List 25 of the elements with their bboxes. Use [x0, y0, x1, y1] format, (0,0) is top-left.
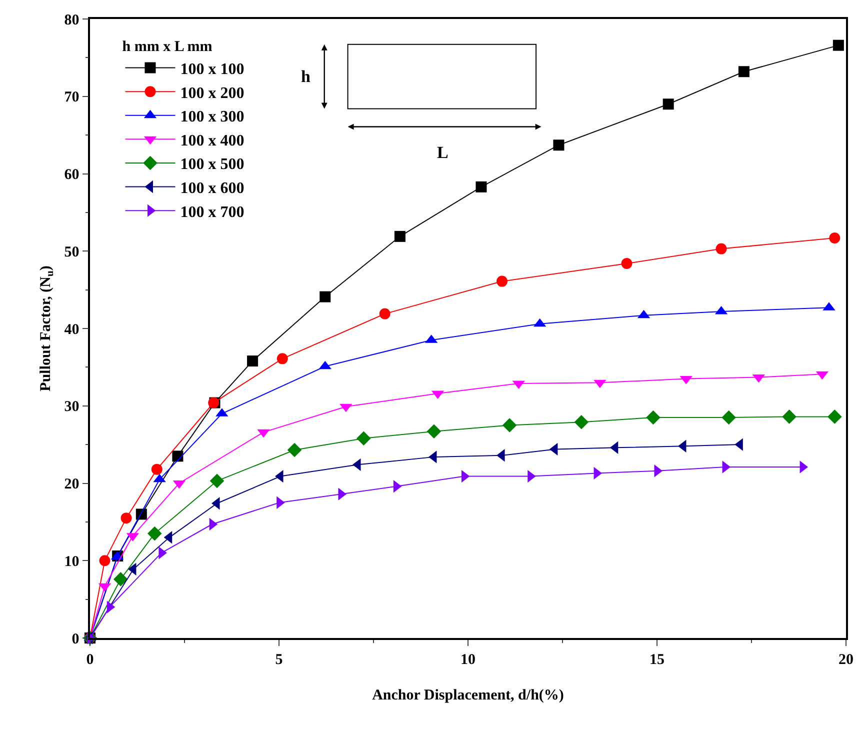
legend-label: 100 x 100 [180, 61, 244, 78]
x-tick-label: 0 [86, 652, 94, 668]
y-tick-label: 50 [64, 244, 80, 260]
y-tick-label: 40 [64, 322, 80, 338]
y-tick-label: 0 [72, 631, 80, 648]
y-tick-label: 10 [64, 554, 80, 570]
legend-label: 100 x 700 [180, 204, 244, 221]
x-tick-label: 20 [838, 652, 854, 668]
annotation: L [437, 143, 448, 162]
legend-label: 100 x 200 [180, 84, 244, 102]
y-tick-label: 30 [64, 399, 80, 416]
x-tick-label: 5 [275, 652, 283, 668]
y-tick-label: 70 [64, 90, 80, 106]
annotation: h [301, 67, 311, 86]
legend-label: 100 x 400 [180, 132, 244, 150]
x-axis-title: Anchor Displacement, d/h(%) [372, 687, 564, 704]
x-tick-label: 10 [460, 652, 476, 668]
y-tick-label: 60 [64, 167, 80, 183]
y-tick-label: 80 [64, 12, 80, 28]
legend-label: 100 x 500 [180, 156, 244, 174]
x-tick-label: 15 [650, 652, 664, 668]
legend-title: h mm x L mm [122, 38, 213, 55]
y-tick-label: 20 [64, 476, 80, 492]
legend-label: 100 x 600 [180, 180, 244, 198]
legend-label: 100 x 300 [180, 108, 244, 126]
